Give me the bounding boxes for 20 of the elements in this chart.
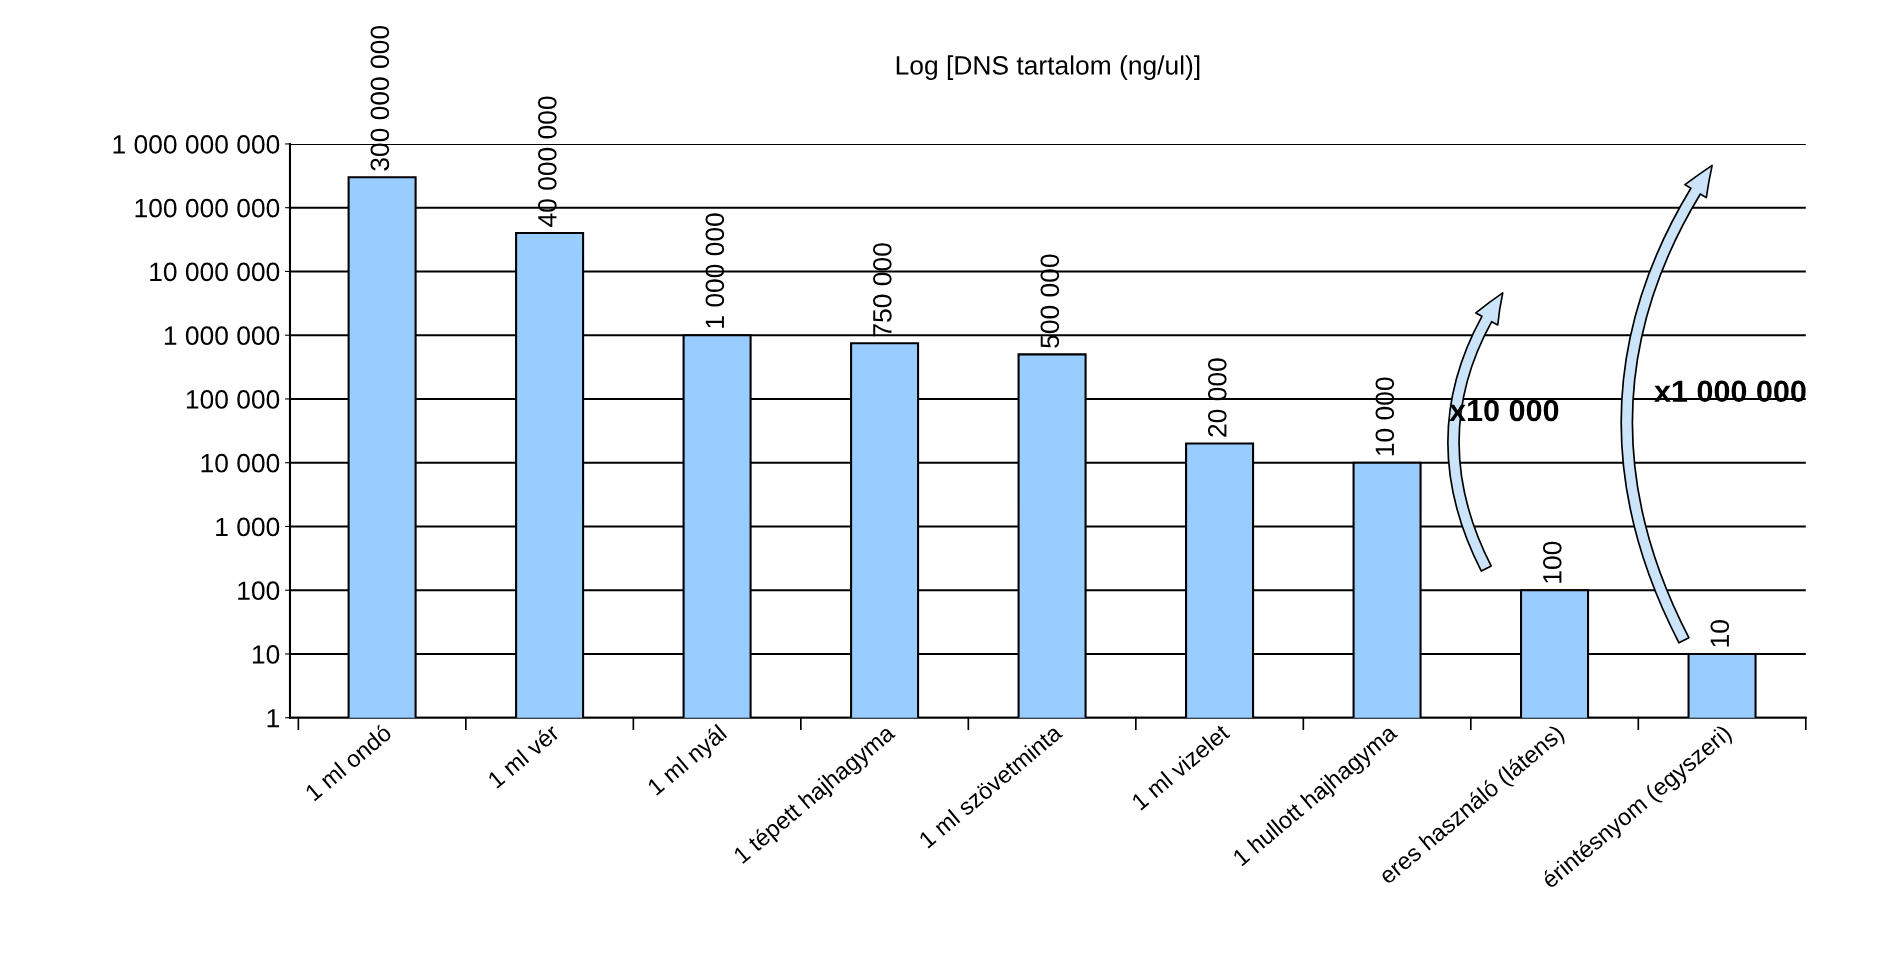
data-label: 10: [1710, 620, 1730, 647]
y-tick-label: 10: [252, 645, 280, 664]
y-tick-label: 1 000: [216, 517, 280, 537]
y-tick-label: 10 000: [201, 453, 280, 473]
data-label: 1 000 000: [705, 213, 725, 328]
x-tick-label: 1 ml nyál: [646, 723, 731, 800]
y-tick-label: 100: [238, 581, 280, 601]
data-label: 40 000 000: [537, 96, 557, 227]
x-tick-label: 1 ml vér: [486, 722, 561, 789]
y-tick-label: 10 000 000: [150, 262, 280, 282]
y-tick-label: 1 000 000 000: [113, 135, 280, 154]
data-label: 10 000: [1375, 377, 1395, 456]
chart-title: Log [DNS tartalom (ng/ul)]: [896, 55, 1200, 80]
y-tick-label: 100 000: [186, 390, 280, 409]
y-tick-label: 1: [267, 709, 279, 728]
data-label: 750 000: [872, 243, 892, 337]
y-tick-label: 1 000 000: [164, 326, 280, 346]
y-tick-label: 100 000 000: [135, 198, 280, 218]
data-label: 100: [1542, 541, 1562, 583]
data-label: 300 000 000: [370, 26, 390, 171]
